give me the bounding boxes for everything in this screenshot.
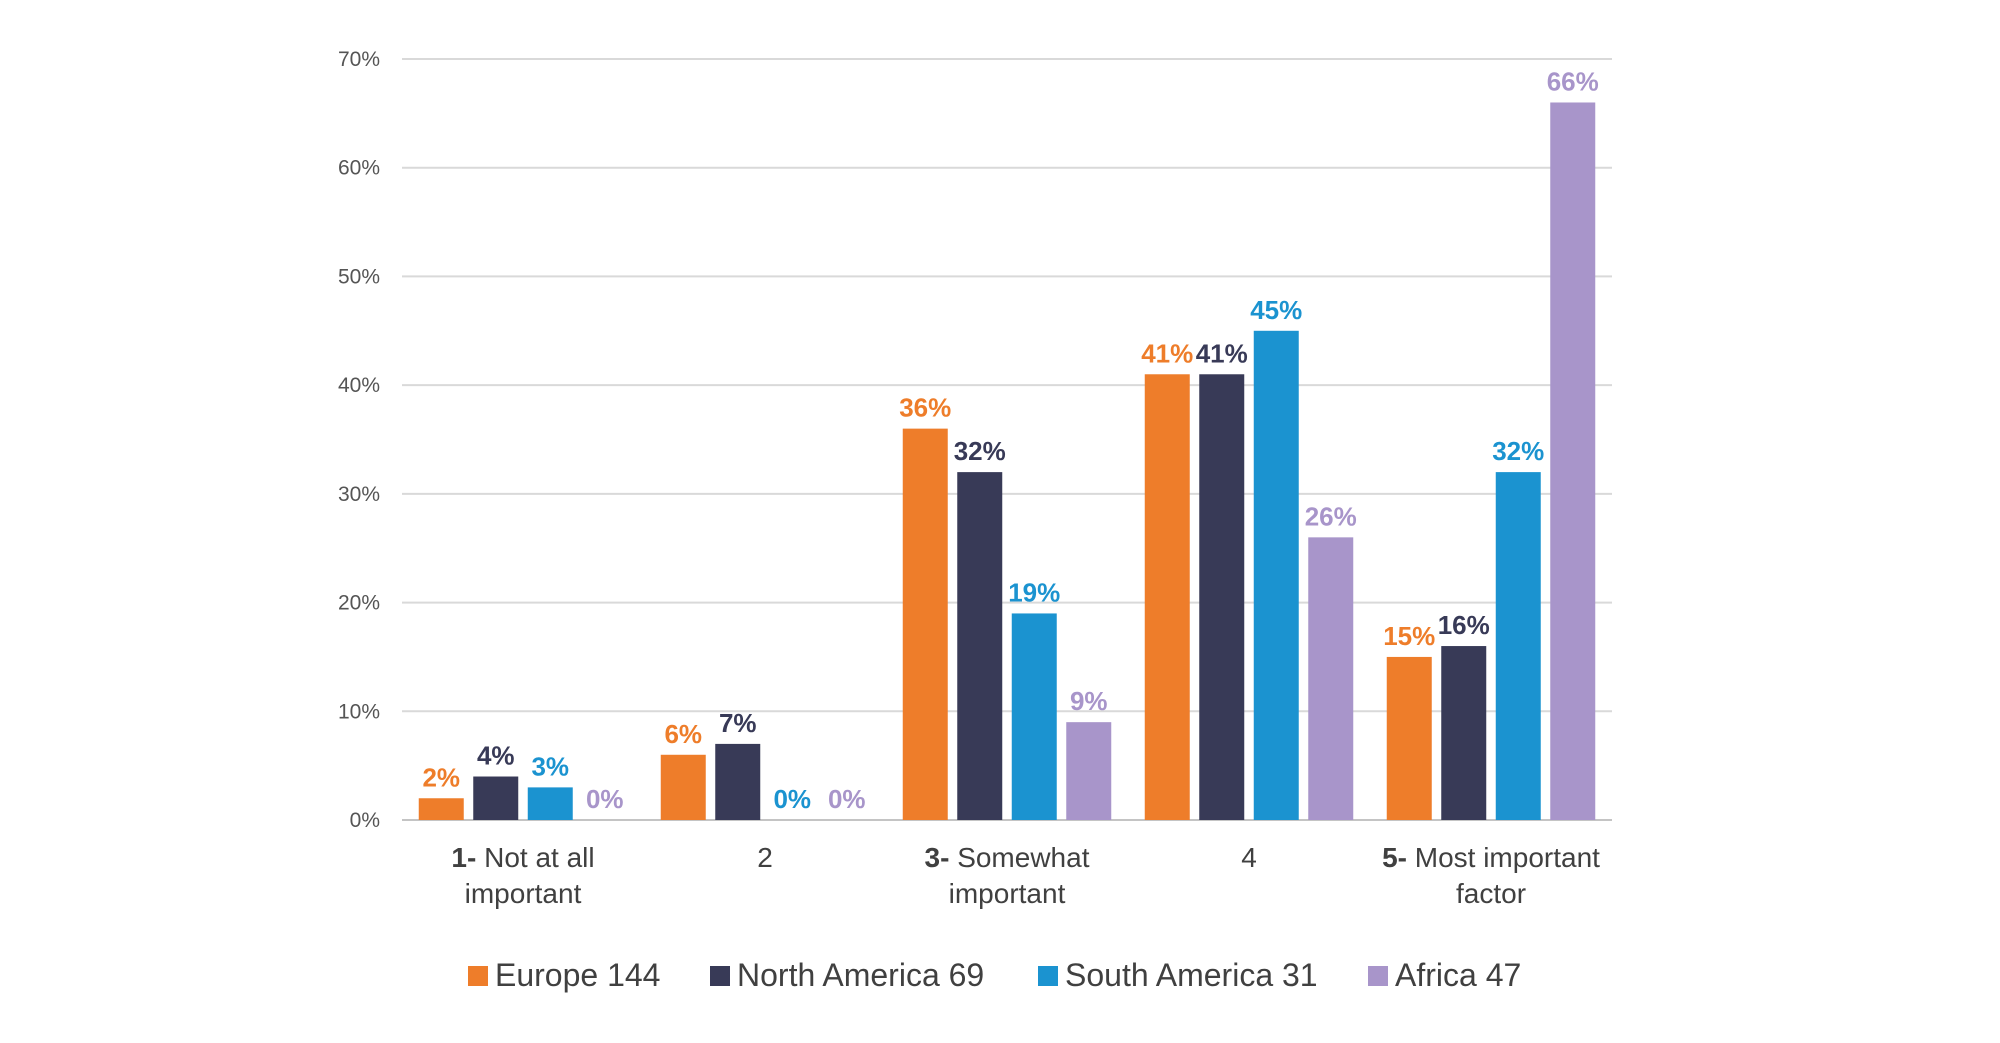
legend-swatch [710, 966, 730, 986]
data-labels: 2% 6% 36% 41% 15% 4% 7% 32% 41% 16% 3% 0% 19% 45% 32% 0… [422, 66, 1598, 814]
legend-item: North America 69 [710, 957, 984, 993]
x-category-label: factor [1456, 878, 1526, 909]
y-tick-label: 60% [338, 157, 380, 180]
data-label: 15% [1383, 621, 1435, 651]
y-tick-label: 20% [338, 592, 380, 615]
legend-label: North America 69 [737, 957, 984, 993]
bar [1495, 472, 1541, 820]
data-label: 3% [531, 751, 569, 781]
bar [1253, 330, 1299, 820]
data-label: 32% [954, 436, 1006, 466]
bar [1550, 102, 1596, 820]
bar [1144, 374, 1190, 820]
y-tick-label: 10% [338, 700, 380, 723]
legend-swatch [468, 966, 488, 986]
data-label: 0% [773, 784, 811, 814]
bar [1199, 374, 1245, 820]
data-label: 45% [1250, 295, 1302, 325]
data-label: 41% [1141, 338, 1193, 368]
y-axis-ticks: 0% 10% 20% 30% 40% 50% 60% 70% [338, 48, 380, 832]
y-tick-label: 50% [338, 265, 380, 288]
data-label: 6% [664, 719, 702, 749]
bar [473, 776, 519, 820]
x-category-label: important [949, 878, 1066, 909]
bar [1011, 613, 1057, 820]
x-category-label: 3- Somewhat [925, 842, 1090, 873]
legend-swatch [1038, 966, 1058, 986]
bar [1441, 646, 1487, 820]
data-label: 7% [719, 708, 757, 738]
data-label: 4% [477, 741, 515, 771]
data-label: 66% [1547, 66, 1599, 96]
bar [1066, 722, 1112, 820]
bar [957, 472, 1003, 820]
bar [1386, 656, 1432, 820]
data-label: 0% [828, 784, 866, 814]
gridlines [402, 58, 1612, 821]
data-label: 19% [1008, 577, 1060, 607]
data-label: 26% [1305, 501, 1357, 531]
bar [1308, 537, 1354, 820]
y-tick-label: 30% [338, 483, 380, 506]
y-tick-label: 70% [338, 48, 380, 71]
bar [660, 754, 706, 820]
bars [418, 102, 1596, 820]
data-label: 2% [422, 762, 460, 792]
x-category-label: 1- Not at all [451, 842, 594, 873]
y-tick-label: 0% [350, 809, 380, 832]
bar [902, 428, 948, 820]
bar [418, 798, 464, 820]
data-label: 0% [586, 784, 624, 814]
legend-item: South America 31 [1038, 957, 1318, 993]
legend-label: Africa 47 [1395, 957, 1521, 993]
legend-label: Europe 144 [495, 957, 660, 993]
x-category-label: 5- Most important [1382, 842, 1600, 873]
bar [715, 743, 761, 820]
data-label: 16% [1438, 610, 1490, 640]
legend: Europe 144 North America 69 South America … [468, 957, 1521, 993]
data-label: 9% [1070, 686, 1108, 716]
legend-item: Africa 47 [1368, 957, 1521, 993]
data-label: 36% [899, 393, 951, 423]
x-category-label: 4 [1241, 842, 1257, 873]
bar [527, 787, 573, 820]
y-tick-label: 40% [338, 374, 380, 397]
legend-swatch [1368, 966, 1388, 986]
legend-item: Europe 144 [468, 957, 660, 993]
data-label: 32% [1492, 436, 1544, 466]
legend-label: South America 31 [1065, 957, 1318, 993]
x-axis-categories: 1- Not at all important 2 3- Somewhat import… [451, 842, 1600, 909]
x-category-label: important [465, 878, 582, 909]
x-category-label: 2 [757, 842, 773, 873]
data-label: 41% [1196, 338, 1248, 368]
